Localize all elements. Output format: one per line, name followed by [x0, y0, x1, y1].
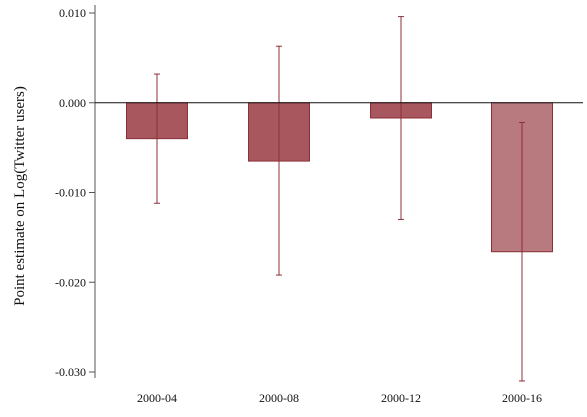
- y-tick-label: -0.030: [55, 365, 86, 379]
- error-bar: [276, 45, 282, 276]
- error-bars: [154, 16, 525, 382]
- y-tick-label: -0.020: [55, 275, 86, 289]
- error-bar: [154, 73, 160, 204]
- y-axis-title: Point estimate on Log(Twitter users): [12, 86, 28, 306]
- x-tick-label: 2000-12: [381, 391, 421, 405]
- y-tick-label: 0.010: [59, 6, 86, 20]
- error-bar: [519, 121, 525, 382]
- x-tick-label: 2000-08: [259, 391, 299, 405]
- x-tick-label: 2000-16: [502, 391, 542, 405]
- y-tick-label: -0.010: [55, 186, 86, 200]
- x-tick-label: 2000-04: [137, 391, 177, 405]
- x-axis-labels: 2000-04 2000-08 2000-12 2000-16: [137, 391, 542, 405]
- bars: [126, 102, 553, 253]
- error-bar: [398, 16, 404, 220]
- y-axis: 0.010 0.000 -0.010 -0.020 -0.030: [55, 5, 96, 379]
- y-tick-label: 0.000: [59, 96, 86, 110]
